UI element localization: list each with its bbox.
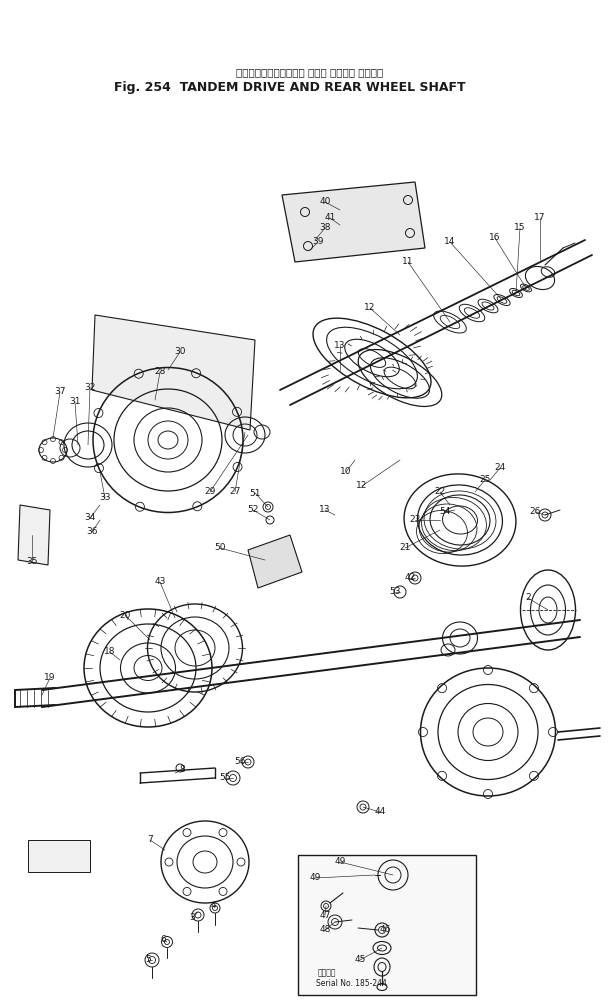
Text: 5: 5	[145, 956, 151, 965]
Text: 47: 47	[319, 910, 331, 919]
Text: 43: 43	[154, 577, 166, 586]
Text: 22: 22	[434, 487, 446, 496]
Text: 8: 8	[179, 765, 185, 774]
Text: 29: 29	[204, 487, 216, 496]
Text: 48: 48	[319, 925, 331, 934]
Text: 56: 56	[234, 757, 246, 766]
Text: 2: 2	[525, 593, 531, 602]
Text: 49: 49	[334, 858, 346, 866]
Text: 11: 11	[402, 258, 414, 267]
Text: 45: 45	[354, 956, 365, 965]
Text: 16: 16	[489, 234, 501, 243]
Text: 17: 17	[534, 213, 546, 223]
Text: 53: 53	[389, 587, 401, 596]
Text: 38: 38	[319, 224, 331, 233]
Bar	[298, 855, 476, 995]
Bar	[28, 840, 90, 872]
Text: 55: 55	[219, 773, 231, 782]
Text: 30: 30	[174, 347, 186, 356]
Text: 35: 35	[26, 558, 38, 567]
Text: 24: 24	[494, 463, 506, 472]
Text: 41: 41	[324, 213, 336, 223]
Text: 26: 26	[530, 508, 541, 517]
Polygon shape	[18, 505, 50, 565]
Text: 44: 44	[375, 808, 385, 817]
Text: タンデムドライブおよび リヤー ホイール シャフト: タンデムドライブおよび リヤー ホイール シャフト	[237, 67, 384, 77]
Text: 通し号数: 通し号数	[318, 969, 336, 978]
Text: 19: 19	[44, 674, 56, 683]
Text: Serial No. 185-244: Serial No. 185-244	[316, 980, 387, 989]
Text: 49: 49	[309, 873, 320, 882]
Polygon shape	[92, 315, 255, 430]
Text: 34: 34	[85, 514, 95, 523]
Text: 15: 15	[514, 224, 526, 233]
Text: 31: 31	[69, 398, 81, 407]
Text: 7: 7	[147, 836, 153, 845]
Text: 3: 3	[189, 913, 195, 922]
Text: 23: 23	[409, 516, 421, 525]
Text: 42: 42	[404, 574, 416, 582]
Text: Fig. 254  TANDEM DRIVE AND REAR WHEEL SHAFT: Fig. 254 TANDEM DRIVE AND REAR WHEEL SHA…	[114, 82, 466, 95]
Text: 12: 12	[364, 303, 376, 312]
Text: 46: 46	[379, 925, 391, 934]
Text: 20: 20	[119, 610, 131, 619]
Text: 4: 4	[210, 900, 216, 909]
Text: 14: 14	[444, 238, 455, 247]
Text: 25: 25	[479, 475, 491, 484]
Text: 6: 6	[160, 936, 166, 945]
Text: 13: 13	[334, 340, 346, 349]
Text: 54: 54	[440, 508, 451, 517]
Text: 13: 13	[319, 506, 331, 515]
Text: 40: 40	[319, 197, 331, 206]
Text: 10: 10	[340, 467, 352, 476]
Text: 36: 36	[86, 528, 98, 537]
Text: 33: 33	[99, 493, 111, 502]
Text: 12: 12	[356, 481, 368, 490]
Text: 21: 21	[399, 544, 410, 553]
Polygon shape	[282, 182, 425, 262]
Text: 50: 50	[214, 544, 226, 553]
Text: 18: 18	[104, 648, 116, 657]
Text: 37: 37	[54, 388, 66, 397]
Text: 51: 51	[249, 488, 261, 497]
Text: 32: 32	[85, 383, 95, 392]
Text: 28: 28	[154, 368, 166, 377]
Text: 27: 27	[229, 487, 241, 496]
Polygon shape	[248, 535, 302, 588]
Text: 39: 39	[313, 238, 323, 247]
Text: 52: 52	[247, 506, 258, 515]
